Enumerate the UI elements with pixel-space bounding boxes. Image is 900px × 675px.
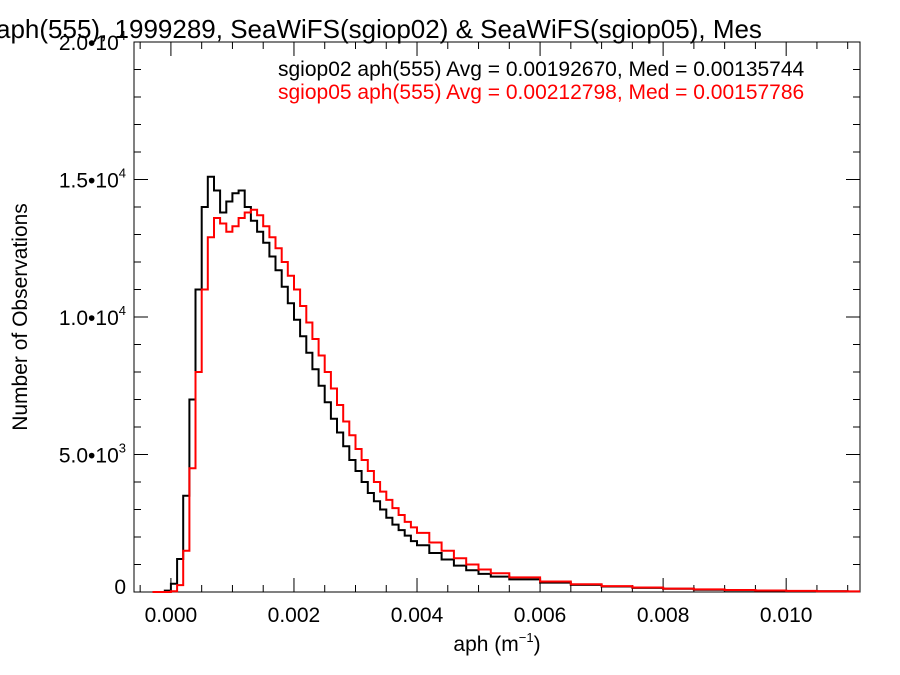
x-tick-label: 0.010 xyxy=(760,604,813,627)
y-tick-label: 5.0•103 xyxy=(59,441,126,468)
y-tick-label: 0 xyxy=(114,576,126,599)
annotation-2: sgiop05 aph(555) Avg = 0.00212798, Med =… xyxy=(278,81,804,104)
y-tick-label: 1.0•104 xyxy=(59,303,126,330)
series-line-2 xyxy=(152,208,860,593)
x-tick-label: 0.008 xyxy=(637,604,690,627)
x-tick-label: 0.004 xyxy=(391,604,444,627)
x-tick-label: 0.000 xyxy=(145,604,198,627)
y-tick-label: 2.0•104 xyxy=(59,28,126,55)
series-line-1 xyxy=(152,175,860,593)
plot-frame xyxy=(133,41,861,593)
y-tick-label: 1.5•104 xyxy=(59,166,126,193)
annotation-1: sgiop02 aph(555) Avg = 0.00192670, Med =… xyxy=(278,58,805,81)
y-axis-title: Number of Observations xyxy=(9,203,32,431)
series-layer xyxy=(152,175,860,593)
x-tick-label: 0.002 xyxy=(268,604,321,627)
x-tick-label: 0.006 xyxy=(514,604,567,627)
chart-title: aph(555), 1999289, SeaWiFS(sgiop02) & Se… xyxy=(0,14,762,44)
x-axis-title: aph (m−1) xyxy=(453,630,540,656)
annotations: sgiop02 aph(555) Avg = 0.00192670, Med =… xyxy=(278,58,805,104)
axis-ticks: 0.000 0.002 0.004 0.006 0.008 0.010 0 5.0•103 1.… xyxy=(59,28,860,627)
